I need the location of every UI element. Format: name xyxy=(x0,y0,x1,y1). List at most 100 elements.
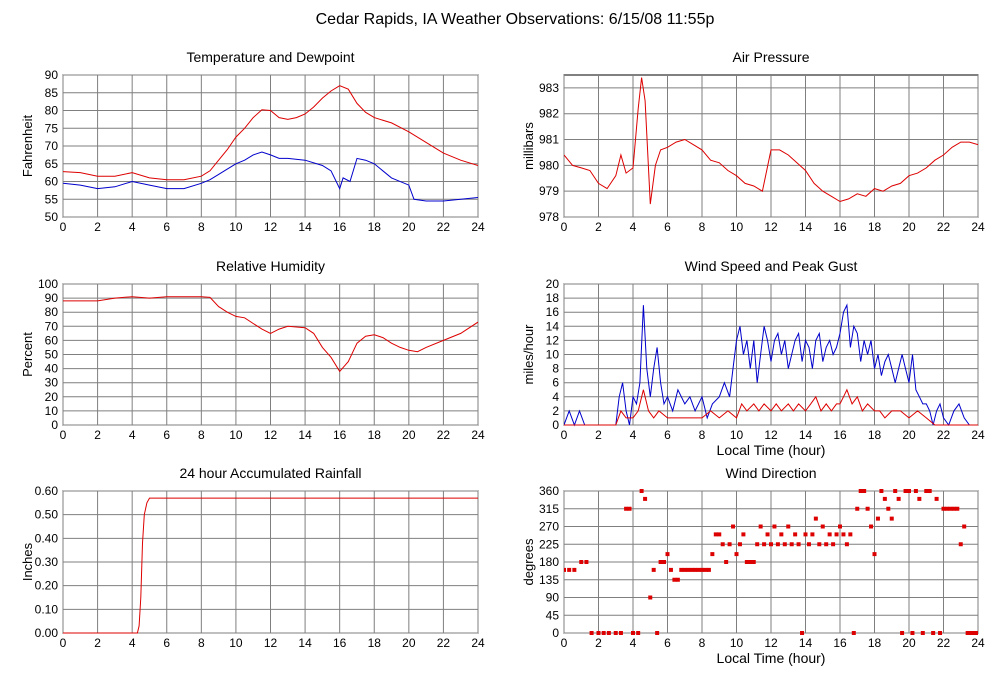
wind-direction-y-tick-label: 135 xyxy=(539,573,559,587)
air-pressure-x-tick-label: 10 xyxy=(730,220,744,234)
relative-humidity-x-tick-label: 14 xyxy=(298,428,312,442)
wind-direction-point xyxy=(744,560,749,564)
wind-direction-point xyxy=(965,631,970,635)
air-pressure-series-line-0 xyxy=(564,77,978,205)
wind-direction-point xyxy=(765,532,770,537)
wind-direction-point xyxy=(703,567,708,572)
relative-humidity-x-tick-label: 22 xyxy=(437,428,451,442)
wind-direction-point xyxy=(934,496,939,501)
wind-direction-y-axis-label: degrees xyxy=(521,538,536,585)
wind-direction-point xyxy=(862,489,867,493)
wind-direction-x-tick-label: 20 xyxy=(902,636,916,650)
wind-direction-point xyxy=(872,552,877,557)
wind-speed-and-peak-gust-series-line-0 xyxy=(564,303,978,427)
wind-speed-and-peak-gust-x-tick-label: 4 xyxy=(630,428,637,442)
wind-direction-point xyxy=(834,532,839,537)
wind-direction-point xyxy=(713,532,718,537)
wind-speed-and-peak-gust-x-tick-label: 16 xyxy=(833,428,847,442)
relative-humidity-y-tick-label: 80 xyxy=(45,305,59,319)
wind-direction-point xyxy=(706,567,711,572)
wind-direction-point xyxy=(924,489,929,493)
air-pressure-panel: 0 2 4 6 8 10 12 14 16 18 20 22 24978979980981982983A… xyxy=(521,49,985,234)
24-hour-accumulated-rainfall-x-tick-label: 22 xyxy=(437,636,451,650)
wind-direction-point xyxy=(758,524,763,529)
figure-title: Cedar Rapids, IA Weather Observations: 6… xyxy=(316,11,715,28)
wind-direction-point xyxy=(779,532,784,537)
wind-speed-and-peak-gust-y-tick-label: 16 xyxy=(546,305,560,319)
wind-direction-point xyxy=(903,489,908,493)
wind-direction-point xyxy=(793,532,798,537)
wind-direction-point xyxy=(869,524,874,529)
24-hour-accumulated-rainfall-y-tick-label: 0.30 xyxy=(35,555,59,569)
wind-speed-and-peak-gust-y-tick-label: 18 xyxy=(546,291,560,305)
air-pressure-x-tick-label: 6 xyxy=(664,220,671,234)
wind-speed-and-peak-gust-x-tick-label: 2 xyxy=(595,428,602,442)
wind-direction-point xyxy=(865,506,870,511)
wind-direction-point xyxy=(920,631,925,635)
relative-humidity-series-line-0 xyxy=(63,296,478,373)
relative-humidity-x-tick-label: 4 xyxy=(129,428,136,442)
wind-direction-x-tick-label: 4 xyxy=(630,636,637,650)
air-pressure-x-tick-label: 18 xyxy=(868,220,882,234)
wind-direction-point xyxy=(643,496,648,501)
24-hour-accumulated-rainfall-y-axis-label: Inches xyxy=(20,542,35,581)
wind-speed-and-peak-gust-y-tick-label: 12 xyxy=(546,333,560,347)
wind-direction-point xyxy=(675,577,680,582)
wind-direction-point xyxy=(841,532,846,537)
wind-direction-point xyxy=(734,552,739,557)
wind-direction-point xyxy=(976,631,978,635)
24-hour-accumulated-rainfall-panel: 0 2 4 6 8 10 12 14 16 18 20 22 240.000.100.200.300.4… xyxy=(20,465,485,650)
wind-direction-point xyxy=(748,560,753,564)
wind-direction-point xyxy=(624,506,629,511)
wind-speed-and-peak-gust-x-tick-label: 18 xyxy=(868,428,882,442)
relative-humidity-y-tick-label: 0 xyxy=(51,418,58,432)
wind-direction-point xyxy=(662,560,667,564)
temperature-and-dewpoint-x-tick-label: 16 xyxy=(333,220,347,234)
temperature-and-dewpoint-series-line-1 xyxy=(63,151,478,202)
wind-direction-point xyxy=(951,506,956,511)
wind-direction-y-tick-label: 90 xyxy=(546,591,560,605)
wind-direction-point xyxy=(972,631,977,635)
wind-speed-and-peak-gust-y-tick-label: 8 xyxy=(552,362,559,376)
wind-direction-point xyxy=(631,631,635,635)
wind-direction-point xyxy=(969,631,974,635)
relative-humidity-title: Relative Humidity xyxy=(216,258,325,274)
wind-direction-y-tick-label: 0 xyxy=(552,626,559,640)
wind-direction-point xyxy=(717,532,722,537)
wind-direction-point xyxy=(665,552,670,557)
air-pressure-x-tick-label: 0 xyxy=(561,220,568,234)
wind-speed-and-peak-gust-panel: 0 2 4 6 8 10 12 14 16 18 20 22 2402468101214161820Wi… xyxy=(521,258,985,458)
wind-direction-point xyxy=(910,631,915,635)
wind-speed-and-peak-gust-x-tick-label: 6 xyxy=(664,428,671,442)
wind-direction-point xyxy=(879,489,884,493)
wind-direction-point xyxy=(827,532,832,537)
wind-direction-point xyxy=(844,542,849,547)
wind-speed-and-peak-gust-x-tick-label: 0 xyxy=(561,428,568,442)
wind-direction-point xyxy=(589,631,594,635)
wind-direction-point xyxy=(700,567,704,572)
24-hour-accumulated-rainfall-title: 24 hour Accumulated Rainfall xyxy=(179,465,361,481)
wind-direction-point xyxy=(848,532,853,537)
temperature-and-dewpoint-x-tick-label: 14 xyxy=(298,220,312,234)
wind-direction-point xyxy=(613,631,618,635)
air-pressure-x-tick-label: 24 xyxy=(971,220,985,234)
wind-speed-and-peak-gust-x-axis-label: Local Time (hour) xyxy=(717,442,826,458)
24-hour-accumulated-rainfall-x-tick-label: 10 xyxy=(229,636,243,650)
wind-direction-point xyxy=(875,516,880,521)
24-hour-accumulated-rainfall-x-tick-label: 24 xyxy=(471,636,485,650)
24-hour-accumulated-rainfall-x-tick-label: 14 xyxy=(298,636,312,650)
relative-humidity-y-tick-label: 100 xyxy=(38,277,58,291)
wind-direction-point xyxy=(855,506,860,511)
relative-humidity-x-tick-label: 24 xyxy=(471,428,485,442)
wind-direction-y-tick-label: 45 xyxy=(546,608,560,622)
wind-speed-and-peak-gust-y-tick-label: 2 xyxy=(552,404,559,418)
relative-humidity-y-tick-label: 70 xyxy=(45,319,59,333)
temperature-and-dewpoint-series-line-0 xyxy=(63,85,478,181)
24-hour-accumulated-rainfall-x-tick-label: 12 xyxy=(264,636,278,650)
wind-direction-point xyxy=(639,489,644,493)
temperature-and-dewpoint-y-tick-label: 75 xyxy=(45,121,59,135)
wind-direction-point xyxy=(564,567,566,572)
wind-direction-y-tick-label: 315 xyxy=(539,502,559,516)
wind-direction-point xyxy=(679,567,684,572)
relative-humidity-x-tick-label: 0 xyxy=(60,428,67,442)
